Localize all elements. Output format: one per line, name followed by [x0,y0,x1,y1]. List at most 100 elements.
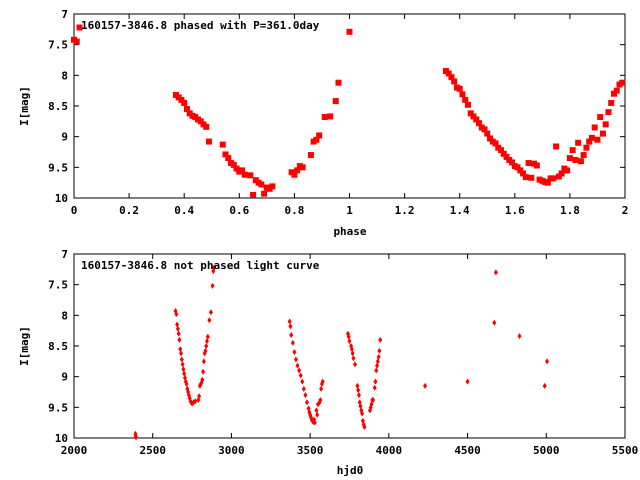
chart-title: 160157-3846.8 not phased light curve [81,259,320,272]
tick-labels: 2000 2500 3000 3500 4000 4500 5000 5500 7 7.5 8 8.5… [48,248,638,457]
data-point [369,401,374,408]
data-point [373,378,378,385]
data-point [375,362,380,369]
y-tick-label: 7.5 [48,279,68,292]
data-point [176,330,181,337]
data-point [287,318,292,325]
data-point [203,347,208,354]
x-tick-label: 0.8 [284,204,304,217]
data-point [467,110,474,117]
data-point [493,269,498,276]
data-point [572,156,579,163]
data-point [320,378,325,385]
data-point [225,155,232,162]
data-point [205,138,212,145]
data-point [610,90,617,97]
data-point [613,87,620,94]
data-point [233,165,240,172]
data-point [355,382,360,389]
x-tick-label: 3000 [218,444,245,457]
y-tick-label: 7 [61,248,68,261]
x-tick-label: 1.8 [560,204,580,217]
data-point [517,167,524,174]
data-point [375,358,380,365]
data-point [465,378,470,385]
data-points [71,24,626,198]
phased-light-curve-panel: 0 0.2 0.4 0.6 0.8 1 1.2 1.4 1.6 1.8 2 7 7.5 8 8.5 9 9.5 1… [18,8,628,238]
data-point [555,173,562,180]
data-point [327,113,334,120]
data-point [241,171,248,178]
data-point [528,174,535,181]
x-tick-label: 4500 [454,444,481,457]
data-point [289,331,294,338]
x-tick-label: 1.6 [505,204,525,217]
data-point [315,411,320,418]
data-point [207,317,212,324]
data-point [297,367,302,374]
data-point [602,121,609,128]
y-tick-label: 7 [61,8,68,21]
data-point [525,160,532,167]
data-point [503,153,510,160]
y-axis-label: I[mag] [18,86,31,126]
data-point [201,368,206,375]
data-point [208,309,213,316]
y-axis-label: I[mag] [18,326,31,366]
data-point [608,99,615,106]
data-point [316,132,323,139]
data-point [219,141,226,148]
data-point [258,181,265,188]
data-point [179,356,184,363]
data-points [133,264,550,441]
data-point [372,384,377,391]
data-point [558,170,565,177]
x-tick-label: 0.4 [174,204,194,217]
x-tick-label: 0.2 [119,204,139,217]
data-point [605,109,612,116]
data-point [288,323,293,330]
data-point [356,387,361,394]
data-point [222,151,229,158]
data-point [73,38,80,45]
data-point [594,136,601,143]
data-point [332,98,339,105]
y-tick-label: 8 [61,309,68,322]
data-point [378,336,383,343]
x-tick-label: 2000 [61,444,88,457]
y-tick-label: 9.5 [48,401,68,414]
data-point [577,158,584,165]
y-tick-label: 9 [61,371,68,384]
data-point [473,116,480,123]
y-tick-label: 8 [61,69,68,82]
data-point [470,113,477,120]
data-point [484,130,491,137]
data-point [319,385,324,392]
data-point [599,130,606,137]
data-point [294,167,301,174]
data-point [517,333,522,340]
data-point [175,321,180,328]
data-point [498,147,505,154]
data-point [313,136,320,143]
data-point [184,381,189,388]
data-point [583,144,590,151]
data-point [295,362,300,369]
data-point [351,355,356,362]
data-point [197,393,202,400]
data-point [304,399,309,406]
data-point [178,96,185,103]
data-point [300,378,305,385]
x-tick-label: 1 [346,204,353,217]
data-point [591,124,598,131]
data-point [181,99,188,106]
data-point [456,85,463,92]
data-point [520,170,527,177]
data-point [269,183,276,190]
data-point [492,140,499,147]
data-point [588,134,595,141]
data-point [346,333,351,340]
data-point [212,264,217,271]
data-point [174,311,179,318]
